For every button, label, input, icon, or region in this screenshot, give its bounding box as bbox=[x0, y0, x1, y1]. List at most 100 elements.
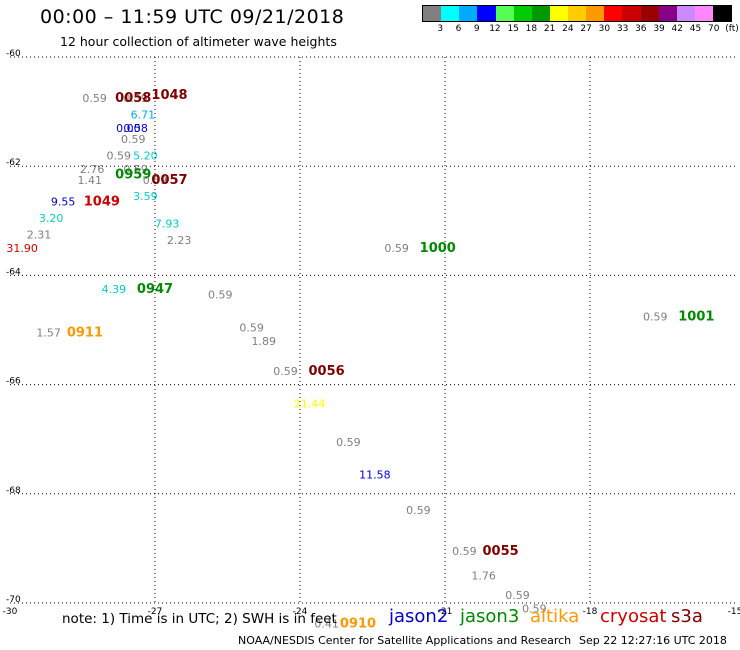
pass-time-label: 0058 bbox=[115, 91, 151, 106]
color-scale-swatch bbox=[568, 6, 587, 21]
wave-height-label: 0.59 bbox=[336, 436, 361, 449]
wave-height-label: 0.59 bbox=[239, 321, 264, 334]
color-scale-label: 21 bbox=[543, 24, 556, 34]
pass-time-label: 1001 bbox=[678, 309, 714, 324]
color-scale-label: 12 bbox=[489, 24, 501, 34]
color-scale-label: 9 bbox=[473, 24, 480, 34]
color-scale-label: 70 bbox=[708, 24, 720, 34]
wave-height-label: 0.59 bbox=[82, 92, 107, 105]
wave-height-label: 11.58 bbox=[359, 469, 391, 482]
wave-height-label: 0.59 bbox=[107, 149, 132, 162]
color-scale-swatch bbox=[441, 6, 460, 21]
wave-height-label: 1.41 bbox=[78, 174, 103, 187]
color-scale-label: 3 bbox=[437, 24, 444, 34]
color-scale-label: 6 bbox=[455, 24, 462, 34]
y-tick-label: -66 bbox=[6, 377, 21, 387]
color-scale-swatch bbox=[423, 6, 442, 21]
wave-height-label: 0.59 bbox=[143, 174, 168, 187]
wave-height-label: 21.44 bbox=[294, 398, 326, 411]
color-scale-swatch bbox=[676, 6, 695, 21]
wave-height-label: 7.93 bbox=[155, 218, 180, 231]
color-scale-swatch bbox=[640, 6, 659, 21]
color-scale-label: 24 bbox=[562, 24, 574, 34]
wave-height-label: 5.20 bbox=[133, 149, 158, 162]
satellite-legend-altika: altika bbox=[530, 606, 580, 627]
wave-height-label: 31.90 bbox=[6, 242, 38, 255]
satellite-legend-cryosat: cryosat bbox=[600, 606, 667, 627]
color-scale-label: 15 bbox=[507, 24, 519, 34]
wave-height-label: 2.23 bbox=[167, 234, 192, 247]
color-scale-swatch bbox=[713, 6, 732, 21]
y-tick-label: -70 bbox=[6, 595, 21, 605]
wave-height-label: 0.59 bbox=[643, 310, 668, 323]
wave-height-label: 0.41 bbox=[314, 618, 339, 631]
color-scale-swatch bbox=[531, 6, 550, 21]
wave-height-label: 0.59 bbox=[123, 92, 148, 105]
pass-time-label: 1048 bbox=[151, 88, 187, 103]
pass-time-label: 1000 bbox=[420, 241, 456, 256]
wave-height-label: 1.76 bbox=[471, 570, 496, 583]
satellite-legend-s3a: s3a bbox=[671, 606, 703, 627]
pass-time-label: 0055 bbox=[482, 544, 518, 559]
pass-time-label: 0947 bbox=[137, 282, 173, 297]
pass-time-label: 1049 bbox=[84, 195, 120, 210]
color-scale-swatch bbox=[549, 6, 568, 21]
pass-time-label: 0056 bbox=[308, 364, 344, 379]
color-scale-labels: 3 6 9 12 15 18 21 24 27 30 33 36 39 42 45 70 (ft) bbox=[422, 22, 738, 34]
footer-generated-time: Sep 22 12:27:16 UTC 2018 bbox=[579, 634, 727, 647]
color-scale-label: 33 bbox=[616, 24, 629, 34]
wave-height-label: 0.59 bbox=[273, 365, 298, 378]
color-scale-swatch bbox=[586, 6, 605, 21]
wave-height-label: 0.59 bbox=[505, 589, 530, 602]
color-scale-swatch bbox=[694, 6, 713, 21]
x-tick-label: -24 bbox=[293, 607, 308, 617]
footer-credit: NOAA/NESDIS Center for Satellite Applica… bbox=[238, 634, 572, 647]
color-scale-swatch bbox=[513, 6, 532, 21]
x-tick-label: -30 bbox=[3, 607, 18, 617]
color-scale-swatch bbox=[604, 6, 623, 21]
color-scale-label: 39 bbox=[653, 24, 665, 34]
color-scale-swatches bbox=[422, 5, 732, 22]
x-tick-label: -18 bbox=[583, 607, 598, 617]
color-scale-swatch bbox=[622, 6, 641, 21]
chart-title: 00:00 – 11:59 UTC 09/21/2018 bbox=[40, 6, 345, 28]
x-tick-label: -15 bbox=[728, 607, 740, 617]
chart-subtitle: 12 hour collection of altimeter wave hei… bbox=[60, 34, 337, 49]
color-scale-label: 45 bbox=[689, 24, 702, 34]
wave-height-label: 1.89 bbox=[252, 335, 277, 348]
wave-height-label: 0.59 bbox=[208, 289, 233, 302]
color-scale-label: 18 bbox=[525, 24, 538, 34]
wave-height-label: 0.59 bbox=[384, 242, 409, 255]
footer-note: note: 1) Time is in UTC; 2) SWH is in fe… bbox=[62, 611, 337, 627]
color-scale-swatch bbox=[658, 6, 677, 21]
pass-time-label: 0959 bbox=[115, 167, 151, 182]
pass-time-label: 0910 bbox=[340, 617, 376, 632]
x-tick-label: -21 bbox=[438, 607, 453, 617]
color-scale-legend: 3 6 9 12 15 18 21 24 27 30 33 36 39 42 45 70 (ft) bbox=[422, 5, 739, 34]
wave-height-label: 0.58 bbox=[123, 122, 148, 135]
wave-height-label: 0.59 bbox=[522, 602, 547, 615]
wave-height-label: 0.59 bbox=[123, 163, 148, 176]
wave-height-label: 6.71 bbox=[131, 108, 156, 121]
wave-height-label: 3.20 bbox=[39, 212, 64, 225]
wave-height-label: 0.59 bbox=[452, 545, 477, 558]
y-tick-label: -60 bbox=[6, 49, 21, 59]
x-tick-label: -27 bbox=[148, 607, 163, 617]
satellite-legend-jason2: jason2 bbox=[389, 606, 449, 627]
wave-height-label: 0.59 bbox=[406, 504, 431, 517]
wave-height-label: 2.31 bbox=[27, 228, 52, 241]
wave-height-label: 3.59 bbox=[133, 190, 158, 203]
wave-height-label: 0.59 bbox=[121, 133, 146, 146]
y-tick-label: -68 bbox=[6, 486, 21, 496]
satellite-legend-jason3: jason3 bbox=[460, 606, 520, 627]
pass-time-label: 0057 bbox=[151, 173, 187, 188]
color-scale-label: 36 bbox=[635, 24, 647, 34]
pass-time-label: 0911 bbox=[67, 326, 103, 341]
y-tick-label: -64 bbox=[6, 267, 21, 277]
color-scale-label: 27 bbox=[580, 24, 592, 34]
color-scale-label: (ft) bbox=[725, 24, 739, 34]
y-tick-label: -62 bbox=[6, 158, 21, 168]
wave-height-label: 4.39 bbox=[102, 283, 127, 296]
wave-height-label: 9.55 bbox=[51, 196, 76, 209]
